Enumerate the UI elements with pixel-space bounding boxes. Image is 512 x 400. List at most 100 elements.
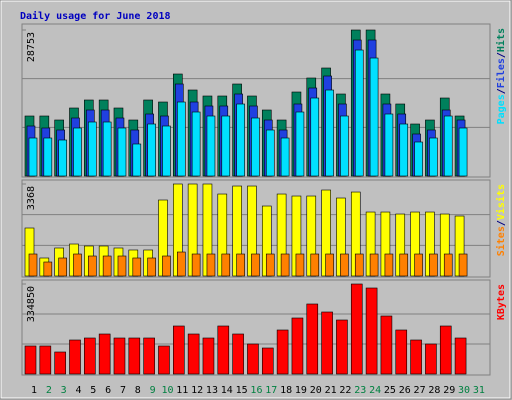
bar	[69, 339, 81, 375]
bar	[454, 337, 467, 375]
legend: Pages/Files/Hits	[495, 28, 507, 124]
bar	[43, 137, 53, 177]
bar	[191, 111, 201, 177]
legend-separator: /	[496, 88, 507, 94]
bar	[236, 253, 245, 277]
bar	[147, 257, 156, 277]
x-tick-label: 10	[161, 385, 173, 396]
x-tick-label: 27	[414, 385, 426, 396]
bar	[414, 141, 423, 177]
bar	[88, 255, 97, 277]
x-tick-label: 17	[265, 385, 277, 396]
bar	[206, 253, 216, 277]
bar	[102, 255, 112, 277]
bar	[425, 343, 437, 375]
bar	[58, 139, 67, 177]
x-tick-label: 26	[399, 385, 411, 396]
bar	[102, 121, 112, 177]
bar	[158, 345, 170, 375]
bar	[117, 127, 127, 177]
bar	[399, 123, 409, 177]
x-tick-label: 3	[61, 385, 67, 396]
legend-entry: Hits	[495, 28, 507, 52]
bar	[221, 253, 231, 277]
bar	[43, 261, 53, 277]
bar	[310, 97, 320, 177]
x-tick-label: 28	[428, 385, 440, 396]
x-tick-label: 12	[191, 385, 203, 396]
x-tick-label: 2	[46, 385, 52, 396]
x-tick-label: 22	[339, 385, 351, 396]
legend-separator: /	[496, 220, 507, 226]
x-tick-label: 23	[354, 385, 366, 396]
bar	[429, 137, 438, 177]
bar	[365, 287, 378, 375]
bar	[88, 121, 97, 177]
bar	[280, 137, 290, 177]
bar	[395, 329, 408, 375]
bar	[340, 115, 349, 177]
bar	[414, 253, 423, 277]
bar	[295, 111, 305, 177]
bar	[325, 253, 334, 277]
bar	[39, 345, 52, 375]
legend: KBytes	[496, 284, 507, 320]
bar	[336, 319, 348, 375]
x-tick-label: 7	[120, 385, 126, 396]
y-tick-label: 334850	[26, 286, 37, 322]
bar	[443, 115, 453, 177]
bar	[58, 257, 67, 277]
bar	[24, 345, 37, 375]
x-tick-label: 24	[369, 385, 381, 396]
bar	[177, 101, 186, 177]
bar	[251, 253, 260, 277]
bar	[28, 253, 38, 277]
x-tick-label: 1	[31, 385, 37, 396]
bar	[295, 253, 305, 277]
legend-entry: KBytes	[496, 284, 507, 320]
bar	[429, 253, 438, 277]
bar	[147, 123, 156, 177]
x-tick-label: 18	[280, 385, 292, 396]
bar	[354, 49, 364, 177]
bar	[54, 351, 66, 375]
bar	[384, 253, 394, 277]
bar	[247, 343, 259, 375]
bar	[98, 333, 111, 375]
bar	[191, 253, 201, 277]
y-tick-label: 3368	[26, 186, 37, 210]
x-tick-label: 29	[443, 385, 455, 396]
legend-entry: Pages	[496, 94, 507, 124]
bar	[439, 325, 452, 375]
bar	[251, 117, 260, 177]
bar	[232, 333, 244, 375]
bar	[202, 337, 215, 375]
x-tick-label: 31	[473, 385, 485, 396]
bar	[350, 283, 363, 375]
bar	[369, 253, 379, 277]
legend-entry: Sites	[495, 226, 507, 256]
x-tick-label: 4	[75, 385, 81, 396]
bar	[73, 253, 82, 277]
bar	[221, 115, 231, 177]
bar	[261, 347, 274, 375]
bar	[187, 333, 200, 375]
bar	[354, 253, 364, 277]
bar	[458, 253, 468, 277]
legend-separator: /	[496, 52, 507, 58]
bar	[265, 129, 275, 177]
legend-entry: Files	[495, 58, 507, 88]
bar	[265, 253, 275, 277]
bar	[458, 127, 468, 177]
bar	[132, 257, 142, 277]
bar	[128, 337, 141, 375]
bar	[217, 325, 230, 375]
x-tick-label: 8	[135, 385, 141, 396]
bar	[132, 143, 142, 177]
x-tick-label: 30	[458, 385, 470, 396]
x-tick-label: 11	[176, 385, 188, 396]
bar	[206, 115, 216, 177]
bar	[380, 315, 393, 375]
